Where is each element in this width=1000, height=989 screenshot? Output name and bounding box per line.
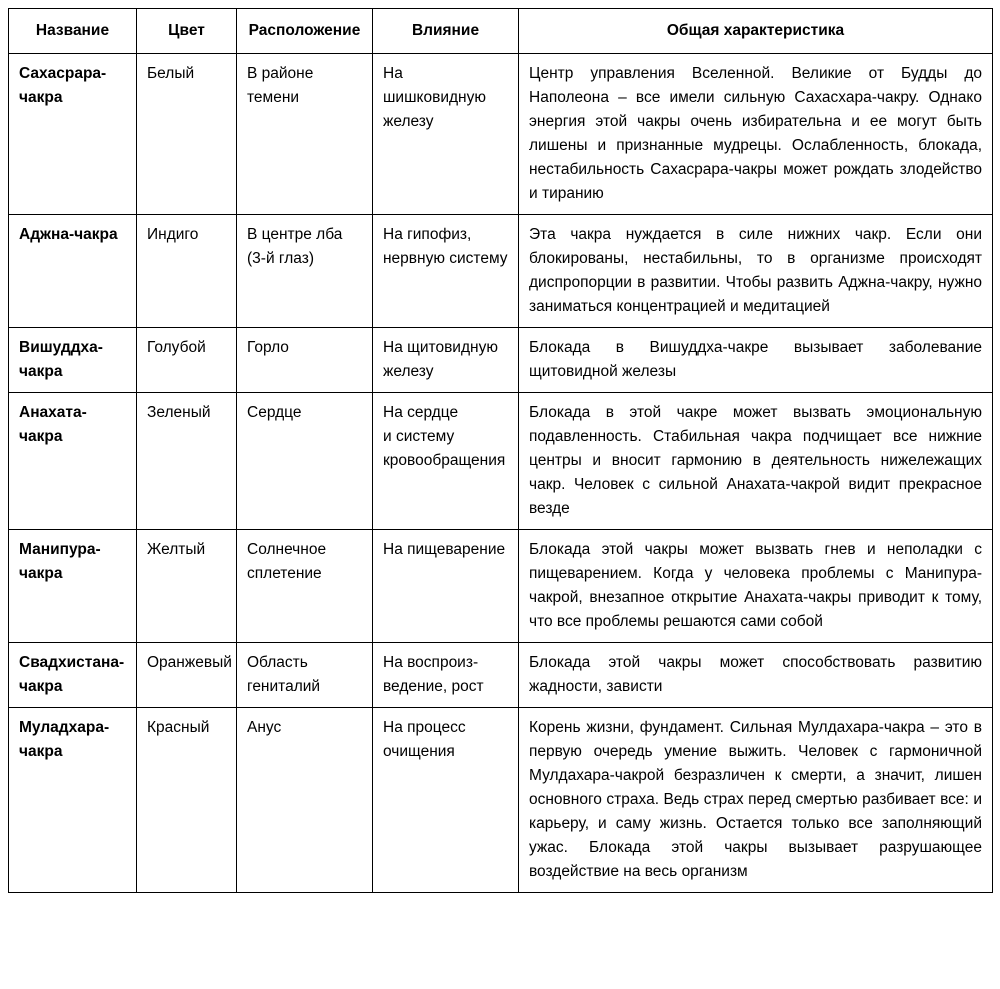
cell-location: Горло <box>237 328 373 393</box>
cell-color: Зеленый <box>137 393 237 530</box>
table-row: Муладхара-чакра Красный Анус На процесс … <box>9 708 993 893</box>
col-header-influence: Влияние <box>373 9 519 54</box>
cell-name: Свадхистана-чакра <box>9 643 137 708</box>
table-row: Свадхистана-чакра Оранжевый Область гени… <box>9 643 993 708</box>
table-row: Аджна-чакра Индиго В центре лба (3-й гла… <box>9 215 993 328</box>
cell-location: Область гениталий <box>237 643 373 708</box>
table-header: Название Цвет Расположение Влияние Общая… <box>9 9 993 54</box>
cell-name: Сахасрара-чакра <box>9 54 137 215</box>
table-body: Сахасрара-чакра Белый В районе темени На… <box>9 54 993 893</box>
cell-desc: Центр управления Вселенной. Великие от Б… <box>519 54 993 215</box>
cell-desc: Блокада в этой чакре может вызвать эмоци… <box>519 393 993 530</box>
table-row: Вишуддха-чакра Голубой Горло На щитовидн… <box>9 328 993 393</box>
cell-name: Аджна-чакра <box>9 215 137 328</box>
cell-desc: Эта чакра нуждается в силе нижних чакр. … <box>519 215 993 328</box>
cell-desc: Блокада в Вишуддха-чакре вызывает заболе… <box>519 328 993 393</box>
cell-color: Белый <box>137 54 237 215</box>
cell-color: Индиго <box>137 215 237 328</box>
cell-desc: Блокада этой чакры может способствовать … <box>519 643 993 708</box>
cell-influence: На сердце и систему кровообра­щения <box>373 393 519 530</box>
cell-name: Манипура-чакра <box>9 530 137 643</box>
cell-influence: На пищеварение <box>373 530 519 643</box>
cell-desc: Корень жизни, фундамент. Сильная Мулдаха… <box>519 708 993 893</box>
col-header-desc: Общая характеристика <box>519 9 993 54</box>
cell-color: Голубой <box>137 328 237 393</box>
table-row: Манипура-чакра Желтый Солнечное сплетени… <box>9 530 993 643</box>
cell-influence: На шишковидную железу <box>373 54 519 215</box>
cell-location: В центре лба (3-й глаз) <box>237 215 373 328</box>
cell-name: Муладхара-чакра <box>9 708 137 893</box>
col-header-name: Название <box>9 9 137 54</box>
cell-location: Солнечное сплетение <box>237 530 373 643</box>
cell-color: Красный <box>137 708 237 893</box>
cell-influence: На процесс очищения <box>373 708 519 893</box>
cell-location: Сердце <box>237 393 373 530</box>
cell-location: В районе темени <box>237 54 373 215</box>
cell-desc: Блокада этой чакры может вызвать гнев и … <box>519 530 993 643</box>
cell-name: Анахата-чакра <box>9 393 137 530</box>
cell-influence: На гипофиз, нервную систему <box>373 215 519 328</box>
cell-location: Анус <box>237 708 373 893</box>
table-row: Сахасрара-чакра Белый В районе темени На… <box>9 54 993 215</box>
chakra-table: Название Цвет Расположение Влияние Общая… <box>8 8 993 893</box>
cell-color: Оранжевый <box>137 643 237 708</box>
cell-name: Вишуддха-чакра <box>9 328 137 393</box>
cell-influence: На воспроиз­ведение, рост <box>373 643 519 708</box>
header-row: Название Цвет Расположение Влияние Общая… <box>9 9 993 54</box>
cell-influence: На щитовидную железу <box>373 328 519 393</box>
col-header-color: Цвет <box>137 9 237 54</box>
col-header-location: Расположение <box>237 9 373 54</box>
table-row: Анахата-чакра Зеленый Сердце На сердце и… <box>9 393 993 530</box>
cell-color: Желтый <box>137 530 237 643</box>
